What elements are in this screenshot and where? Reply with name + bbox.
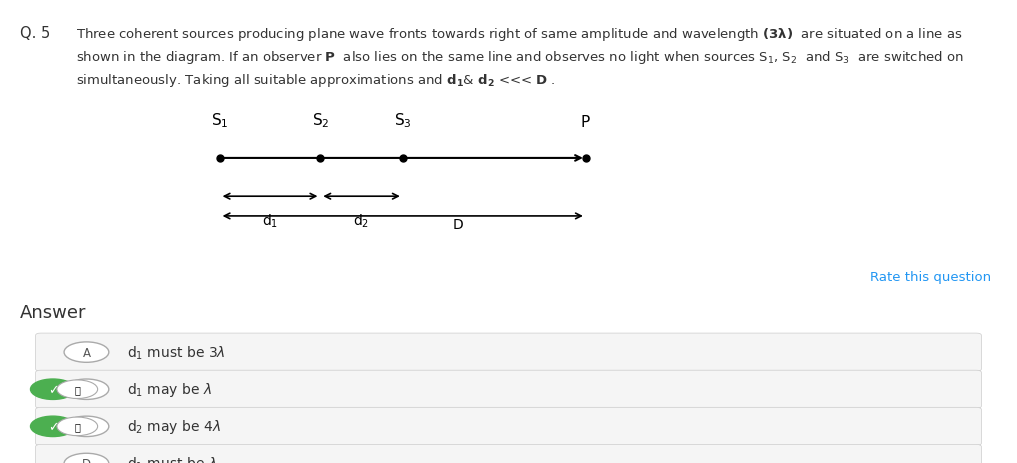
Text: $\mathrm{S_3}$: $\mathrm{S_3}$ — [394, 111, 412, 130]
Circle shape — [31, 379, 75, 400]
FancyBboxPatch shape — [36, 333, 981, 371]
Text: Three coherent sources producing plane wave fronts towards right of same amplitu: Three coherent sources producing plane w… — [76, 25, 963, 43]
Text: $\mathrm{d_2}$ may be 4$\lambda$: $\mathrm{d_2}$ may be 4$\lambda$ — [127, 418, 221, 435]
Text: $\mathrm{S_2}$: $\mathrm{S_2}$ — [311, 111, 330, 130]
Text: $\mathrm{P}$: $\mathrm{P}$ — [581, 114, 591, 130]
Text: 🏆: 🏆 — [74, 384, 80, 394]
Text: D: D — [82, 457, 91, 463]
Text: $\mathrm{d_1}$ may be $\lambda$: $\mathrm{d_1}$ may be $\lambda$ — [127, 381, 213, 398]
Text: shown in the diagram. If an observer $\mathbf{P}$  also lies on the same line an: shown in the diagram. If an observer $\m… — [76, 49, 964, 66]
Text: $\mathrm{D}$: $\mathrm{D}$ — [452, 218, 464, 232]
Text: Q. 5: Q. 5 — [20, 25, 51, 40]
Text: C: C — [82, 420, 91, 433]
Circle shape — [31, 416, 75, 437]
FancyBboxPatch shape — [36, 407, 981, 445]
Text: $\mathrm{d_1}$ must be $\lambda$: $\mathrm{d_1}$ must be $\lambda$ — [127, 455, 217, 463]
Text: $\mathrm{d_1}$ must be 3$\lambda$: $\mathrm{d_1}$ must be 3$\lambda$ — [127, 344, 226, 361]
Circle shape — [64, 342, 109, 363]
Circle shape — [64, 379, 109, 400]
Text: ✓: ✓ — [48, 383, 58, 396]
Text: Rate this question: Rate this question — [871, 271, 992, 284]
Text: $\mathrm{S_1}$: $\mathrm{S_1}$ — [211, 111, 229, 130]
Text: ✓: ✓ — [48, 420, 58, 433]
FancyBboxPatch shape — [36, 370, 981, 408]
Text: B: B — [82, 383, 91, 396]
Circle shape — [64, 416, 109, 437]
Circle shape — [64, 453, 109, 463]
Circle shape — [57, 380, 98, 399]
Text: Answer: Answer — [20, 303, 86, 321]
Text: A: A — [82, 346, 91, 359]
Circle shape — [57, 417, 98, 436]
Text: simultaneously. Taking all suitable approximations and $\mathbf{d_1}$& $\mathbf{: simultaneously. Taking all suitable appr… — [76, 72, 556, 89]
Text: $\mathrm{d_2}$: $\mathrm{d_2}$ — [354, 212, 369, 229]
FancyBboxPatch shape — [36, 444, 981, 463]
Text: 🏆: 🏆 — [74, 421, 80, 432]
Text: $\mathrm{d_1}$: $\mathrm{d_1}$ — [262, 212, 278, 229]
